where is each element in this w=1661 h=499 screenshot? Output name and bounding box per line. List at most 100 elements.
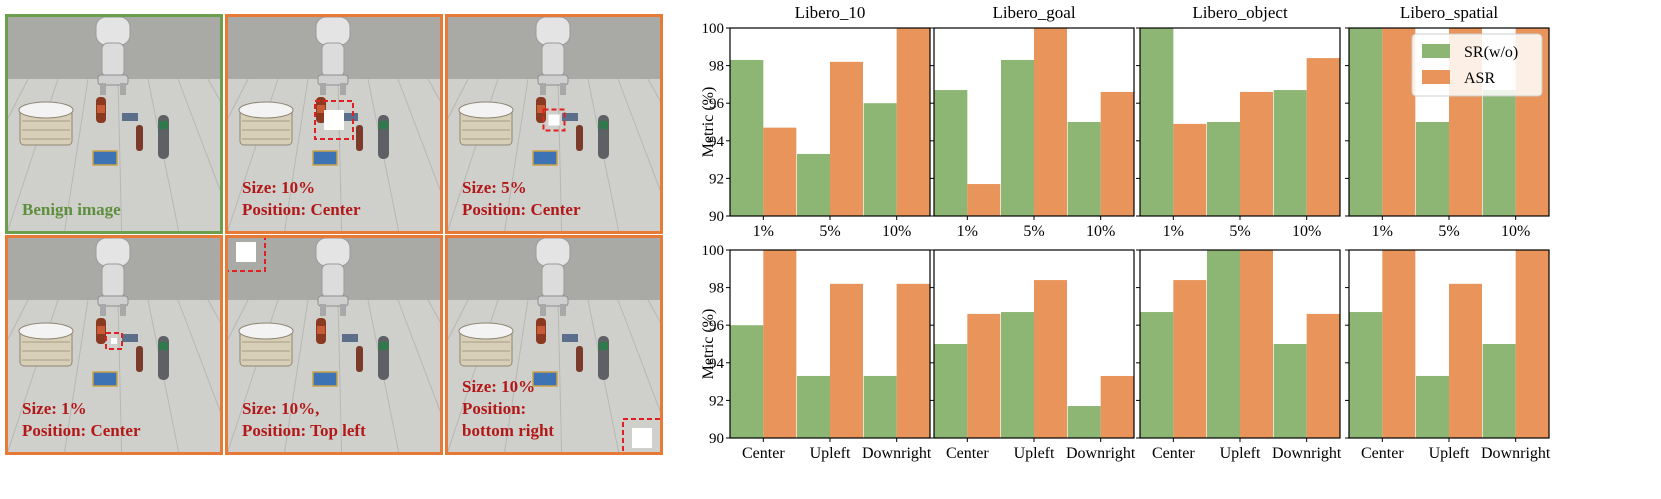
scene-image — [448, 17, 660, 231]
bar — [730, 59, 764, 217]
bar — [830, 61, 863, 217]
subplot-title: Libero_goal — [992, 3, 1075, 22]
bar — [934, 344, 968, 438]
subplot — [1136, 27, 1341, 220]
x-tick-label: Center — [742, 445, 785, 462]
trigger-patch — [548, 114, 560, 126]
x-tick-label: 5% — [1229, 223, 1250, 240]
bar — [1240, 91, 1273, 216]
legend-label: SR(w/o) — [1464, 44, 1518, 61]
trigger-box — [105, 332, 123, 350]
x-tick-label: 5% — [1023, 223, 1044, 240]
y-axis-label: Metric (%) — [700, 87, 717, 158]
scene-image — [228, 17, 440, 231]
bar — [1306, 58, 1340, 216]
subplot — [726, 249, 931, 442]
y-tick-label: 100 — [702, 21, 725, 37]
bar — [1140, 28, 1174, 216]
bar — [1349, 312, 1383, 438]
y-tick-label: 98 — [709, 281, 724, 297]
bar — [1067, 122, 1101, 216]
x-tick-label: Center — [1361, 445, 1404, 462]
scene-panel: Size: 10% Position: Center — [225, 14, 443, 234]
x-tick-label: 10% — [1501, 223, 1530, 240]
panel-caption: Size: 1% Position: Center — [22, 399, 141, 440]
y-axis-label: Metric (%) — [700, 309, 717, 380]
x-tick-label: 5% — [819, 223, 840, 240]
subplot-title: Libero_object — [1192, 3, 1288, 22]
bar — [863, 375, 897, 438]
bar — [1449, 283, 1482, 438]
panel-caption: Size: 10%, Position: Top left — [242, 399, 366, 440]
bar — [1001, 312, 1034, 438]
trigger-patch — [324, 110, 344, 130]
x-tick-label: Downright — [1272, 445, 1342, 462]
trigger-box — [542, 108, 566, 132]
legend-swatch — [1422, 44, 1450, 58]
y-tick-label: 92 — [709, 171, 724, 187]
scene-panel: Size: 10%, Position: Top left — [225, 235, 443, 455]
y-tick-label: 96 — [709, 318, 725, 334]
bar — [1240, 250, 1273, 438]
bar — [763, 127, 797, 216]
panel-caption: Size: 10% Position: bottom right — [462, 377, 555, 440]
x-tick-label: 10% — [1292, 223, 1321, 240]
x-tick-label: Upleft — [1220, 445, 1261, 462]
x-tick-label: Upleft — [1014, 445, 1055, 462]
x-tick-label: 1% — [753, 223, 774, 240]
bar — [1482, 344, 1516, 438]
bar — [797, 153, 830, 216]
bar-charts: Metric (%) 1% 5% 10% 90 92 94 96 98 100 Libero_10 1… — [700, 3, 1551, 462]
x-tick-label: Center — [1152, 445, 1195, 462]
trigger-box — [314, 100, 354, 140]
trigger-patch — [111, 338, 117, 344]
panel-caption: Size: 10% Position: Center — [242, 178, 361, 219]
x-tick-label: 5% — [1438, 223, 1459, 240]
bar — [1034, 280, 1067, 438]
scene-panel: Size: 5% Position: Center — [445, 14, 663, 234]
y-tick-label: 90 — [709, 431, 724, 447]
bar — [1416, 375, 1449, 438]
bar — [1173, 123, 1207, 216]
y-tick-label: 100 — [702, 243, 725, 259]
bar — [1067, 406, 1101, 438]
scene-image — [228, 238, 440, 452]
subplot — [1345, 249, 1550, 442]
x-tick-label: Downright — [1066, 445, 1136, 462]
trigger-patch — [632, 428, 652, 448]
y-tick-label: 98 — [709, 59, 724, 75]
y-tick-label: 96 — [709, 96, 725, 112]
bar — [1001, 59, 1034, 217]
scene-panel: Benign image — [5, 14, 223, 234]
legend-swatch — [1422, 70, 1450, 84]
panel-caption: Benign image — [22, 200, 121, 219]
bar — [830, 283, 863, 438]
bar — [1382, 28, 1416, 216]
bar — [896, 283, 930, 438]
x-tick-label: Center — [946, 445, 989, 462]
trigger-box — [622, 418, 660, 452]
bar — [934, 90, 968, 216]
bar — [1416, 122, 1449, 216]
bar — [1515, 250, 1549, 438]
chart-area: Metric (%) 1% 5% 10% 90 92 94 96 98 100 Libero_10 1… — [700, 0, 1661, 494]
x-tick-label: Downright — [1481, 445, 1551, 462]
x-tick-label: 1% — [1372, 223, 1393, 240]
bar — [1273, 344, 1307, 438]
bar — [1349, 28, 1383, 216]
subplot — [930, 249, 1135, 442]
bar — [1140, 312, 1174, 438]
bar — [1100, 375, 1134, 438]
x-tick-label: Upleft — [1429, 445, 1470, 462]
y-tick-label: 92 — [709, 393, 724, 409]
scene-panel: Size: 1% Position: Center — [5, 235, 223, 455]
bar — [967, 313, 1001, 438]
y-tick-label: 94 — [709, 356, 725, 372]
x-tick-label: Upleft — [810, 445, 851, 462]
bar — [1034, 28, 1067, 216]
scene-panel: Size: 10% Position: bottom right — [445, 235, 663, 455]
subplot-title: Libero_10 — [795, 3, 866, 22]
legend-label: ASR — [1464, 70, 1495, 87]
bar — [1100, 91, 1134, 216]
bar — [1273, 90, 1307, 216]
